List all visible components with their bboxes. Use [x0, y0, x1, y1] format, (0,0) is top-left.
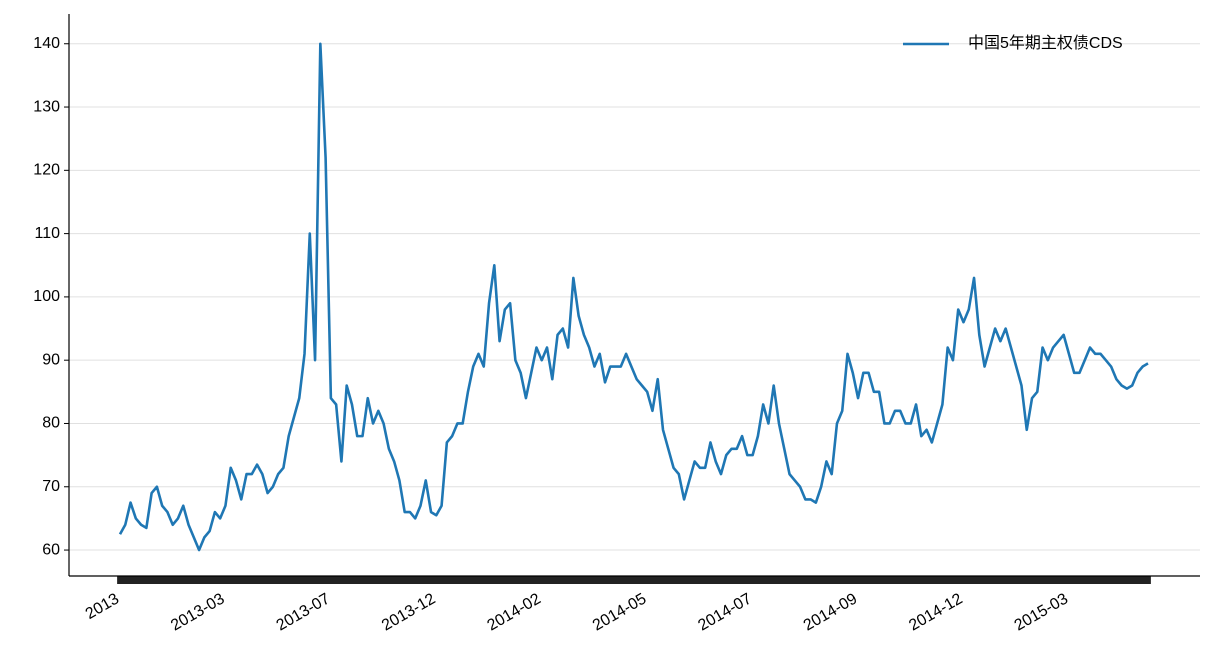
x-tick-label: 2015-03	[1012, 590, 1071, 634]
y-tick-label: 100	[33, 288, 60, 305]
x-tick-label: 2014-05	[590, 590, 649, 634]
legend-label: 中国5年期主权债CDS	[968, 34, 1123, 52]
line-series	[118, 42, 1149, 552]
x-tick-label: 2013	[83, 590, 122, 623]
y-tick-label: 60	[42, 541, 60, 558]
x-tick-label: 2013-03	[168, 590, 227, 634]
x-tick-label: 2014-12	[906, 590, 965, 634]
y-tick-label: 110	[34, 225, 60, 242]
y-tick-label: 140	[33, 35, 60, 52]
x-tick-label: 2014-07	[695, 590, 754, 634]
y-tick-label: 70	[42, 478, 60, 495]
y-tick-label: 90	[42, 351, 60, 368]
y-tick-label: 80	[42, 415, 60, 432]
y-tick-label: 120	[33, 162, 60, 179]
y-tick-label: 130	[33, 98, 60, 115]
x-tick-label: 2014-09	[801, 590, 860, 634]
x-tick-label: 2013-12	[379, 590, 438, 634]
x-tick-label: 2013-07	[274, 590, 333, 634]
x-tick-label: 2014-02	[485, 590, 544, 634]
